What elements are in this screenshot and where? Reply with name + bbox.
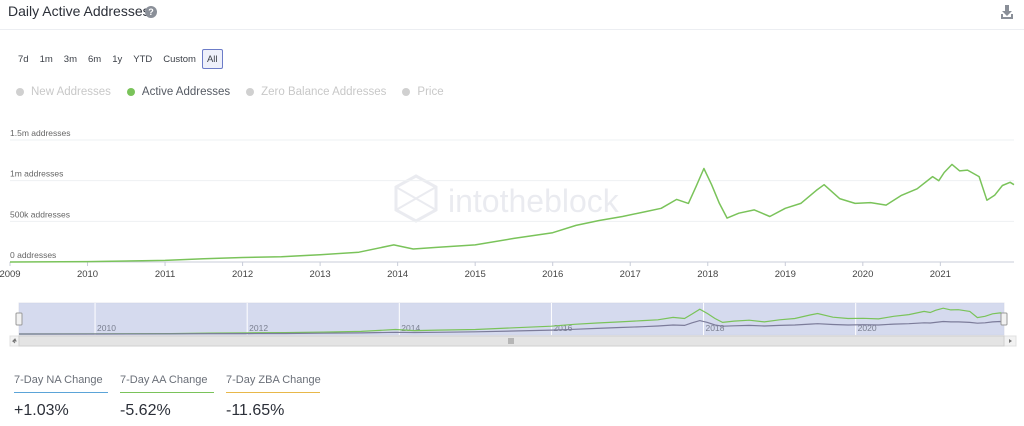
x-tick-label: 2020 bbox=[852, 269, 873, 280]
download-icon[interactable] bbox=[1000, 4, 1014, 20]
stat-label: 7-Day NA Change bbox=[14, 374, 108, 393]
range-1y-button[interactable]: 1y bbox=[107, 49, 127, 69]
y-tick-label: 500k addresses bbox=[10, 209, 70, 219]
x-tick-label: 2015 bbox=[465, 269, 486, 280]
legend-price[interactable]: Price bbox=[402, 86, 444, 98]
legend-label: Price bbox=[417, 86, 444, 98]
legend-label: New Addresses bbox=[31, 86, 111, 98]
range-all-button[interactable]: All bbox=[201, 49, 223, 69]
legend-new-addresses[interactable]: New Addresses bbox=[16, 86, 111, 98]
legend-dot-icon bbox=[402, 88, 411, 96]
navigator-series-line bbox=[18, 307, 1005, 335]
legend-label: Active Addresses bbox=[141, 86, 231, 98]
x-tick-label: 2019 bbox=[775, 269, 796, 280]
legend-dot-icon bbox=[126, 88, 135, 96]
chart-area[interactable]: intotheblock 1.5m addresses 1m addresses 5… bbox=[0, 120, 1024, 352]
x-tick-label: 2014 bbox=[387, 269, 408, 280]
range-7d-button[interactable]: 7d bbox=[13, 49, 34, 69]
navigator-x-tick-label: 2018 bbox=[706, 323, 725, 333]
series-line-active-addresses[interactable] bbox=[9, 163, 1015, 263]
navigator-selection[interactable] bbox=[19, 303, 1004, 335]
navigator-x-tick-label: 2020 bbox=[858, 323, 877, 333]
stat-value: -5.62% bbox=[120, 402, 171, 419]
legend-label: Zero Balance Addresses bbox=[261, 86, 387, 98]
series-layer bbox=[9, 163, 1015, 263]
help-icon[interactable]: ? bbox=[145, 6, 157, 18]
navigator-x-tick-label: 2010 bbox=[97, 323, 116, 333]
watermark: intotheblock bbox=[394, 174, 620, 223]
x-tick-label: 2010 bbox=[77, 269, 98, 280]
x-tick-label: 2018 bbox=[697, 269, 718, 280]
legend-dot-icon bbox=[16, 88, 24, 96]
x-tick-label: 2021 bbox=[930, 269, 951, 280]
navigator-series-line bbox=[19, 319, 1005, 335]
stat-value: +1.03% bbox=[14, 402, 69, 419]
x-tick-label: 2016 bbox=[542, 269, 563, 280]
range-selector: 7d 1m 3m 6m 1y YTD Custom All bbox=[13, 49, 223, 69]
stat-label: 7-Day ZBA Change bbox=[226, 374, 321, 393]
scroll-right-arrow-icon[interactable] bbox=[1009, 339, 1012, 343]
navigator-x-tick-label: 2016 bbox=[553, 323, 572, 333]
stat-aa-change: 7-Day AA Change -5.62% bbox=[120, 374, 214, 420]
y-axis: 1.5m addresses 1m addresses 500k addresses… bbox=[10, 128, 70, 260]
x-tick-label: 2011 bbox=[155, 269, 175, 280]
navigator-left-handle[interactable] bbox=[15, 312, 23, 326]
stat-zba-change: 7-Day ZBA Change -11.65% bbox=[226, 374, 321, 420]
chart-title: Daily Active Addresses bbox=[8, 3, 150, 19]
navigator-scrollbar[interactable] bbox=[9, 335, 1017, 347]
x-tick-label: 2013 bbox=[310, 269, 331, 280]
y-tick-label: 0 addresses bbox=[10, 250, 56, 260]
scroll-left-arrow-icon[interactable] bbox=[11, 338, 17, 344]
x-axis: 2009 2010 2011 2012 2013 2014 2015 2016 2017 2018… bbox=[0, 262, 951, 280]
navigator-x-tick-label: 2014 bbox=[401, 323, 420, 333]
watermark-text: intotheblock bbox=[448, 183, 620, 219]
intotheblock-logo-icon bbox=[394, 174, 438, 223]
y-tick-label: 1m addresses bbox=[10, 169, 63, 179]
range-1m-button[interactable]: 1m bbox=[35, 49, 58, 69]
stat-na-change: 7-Day NA Change +1.03% bbox=[14, 374, 108, 420]
scrollbar-grip-icon bbox=[508, 338, 514, 344]
navigator-right-handle[interactable] bbox=[1000, 312, 1008, 326]
navigator-series bbox=[18, 307, 1005, 335]
range-3m-button[interactable]: 3m bbox=[59, 49, 82, 69]
chart-header: Daily Active Addresses ? bbox=[0, 0, 1024, 30]
range-6m-button[interactable]: 6m bbox=[83, 49, 106, 69]
stat-value: -11.65% bbox=[226, 402, 285, 419]
grid-lines bbox=[10, 139, 1014, 263]
range-ytd-button[interactable]: YTD bbox=[128, 49, 157, 69]
x-tick-label: 2012 bbox=[232, 269, 253, 280]
legend-active-addresses[interactable]: Active Addresses bbox=[126, 86, 231, 98]
x-tick-label: 2009 bbox=[0, 269, 21, 280]
navigator[interactable]: 2010 2012 2014 2016 2018 2020 bbox=[15, 302, 1008, 336]
navigator-x-tick-label: 2012 bbox=[249, 323, 268, 333]
legend-zero-balance-addresses[interactable]: Zero Balance Addresses bbox=[246, 86, 386, 98]
range-custom-button[interactable]: Custom bbox=[158, 49, 201, 69]
x-tick-label: 2017 bbox=[620, 269, 641, 280]
stat-label: 7-Day AA Change bbox=[120, 374, 214, 393]
chart-legend: New Addresses Active Addresses Zero Bala… bbox=[16, 86, 444, 98]
y-tick-label: 1.5m addresses bbox=[10, 128, 70, 138]
legend-dot-icon bbox=[246, 88, 255, 96]
stats-row: 7-Day NA Change +1.03% 7-Day AA Change -… bbox=[14, 374, 321, 420]
